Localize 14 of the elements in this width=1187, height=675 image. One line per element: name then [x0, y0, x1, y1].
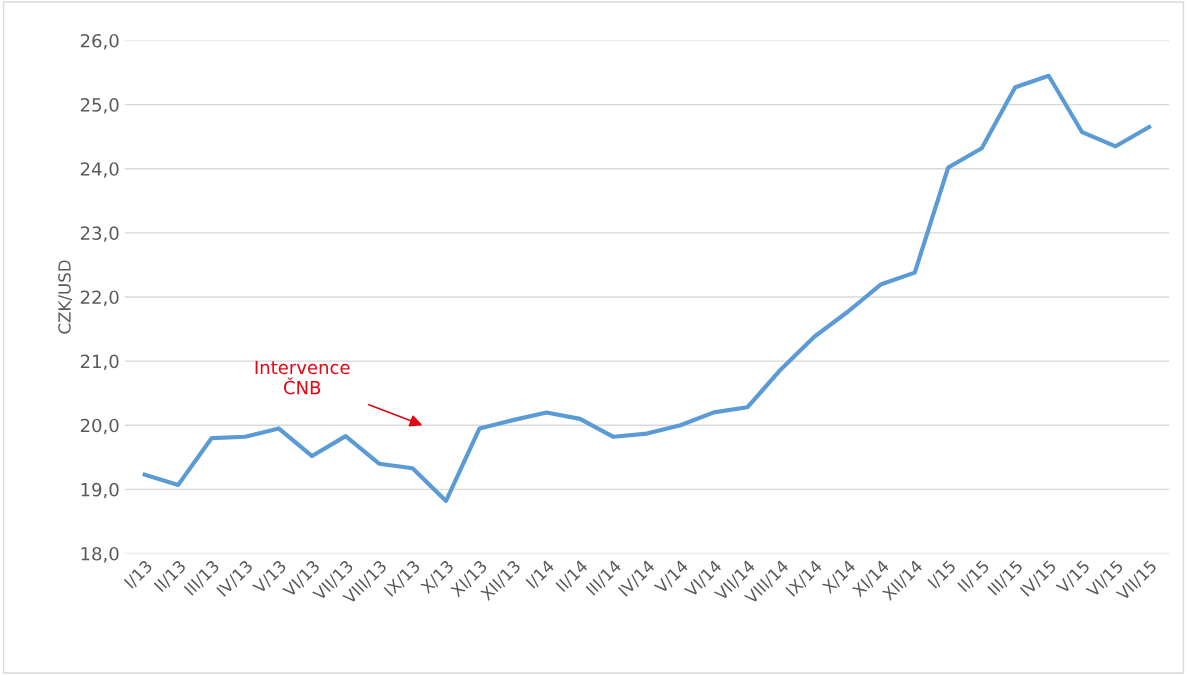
y-tick-label: 19,0 [81, 482, 119, 499]
y-tick-label: 24,0 [80, 162, 119, 178]
x-tick-label: I/14 [525, 559, 556, 590]
line-series [142, 73, 1152, 504]
y-tick-label: 18,0 [81, 546, 119, 563]
y-tick-label: 21,0 [80, 354, 119, 371]
y-tick-label: 25,0 [80, 98, 119, 114]
annotation: Intervence ČNB [255, 360, 350, 395]
y-tick-label: 23,0 [80, 226, 119, 242]
y-tick-label: 20,0 [80, 418, 119, 435]
y-axis-title: CZK/USD [58, 260, 73, 334]
y-tick-label: 22,0 [80, 290, 119, 306]
y-tick-label: 26,0 [80, 33, 119, 50]
x-tick-label: I/13 [123, 559, 154, 590]
